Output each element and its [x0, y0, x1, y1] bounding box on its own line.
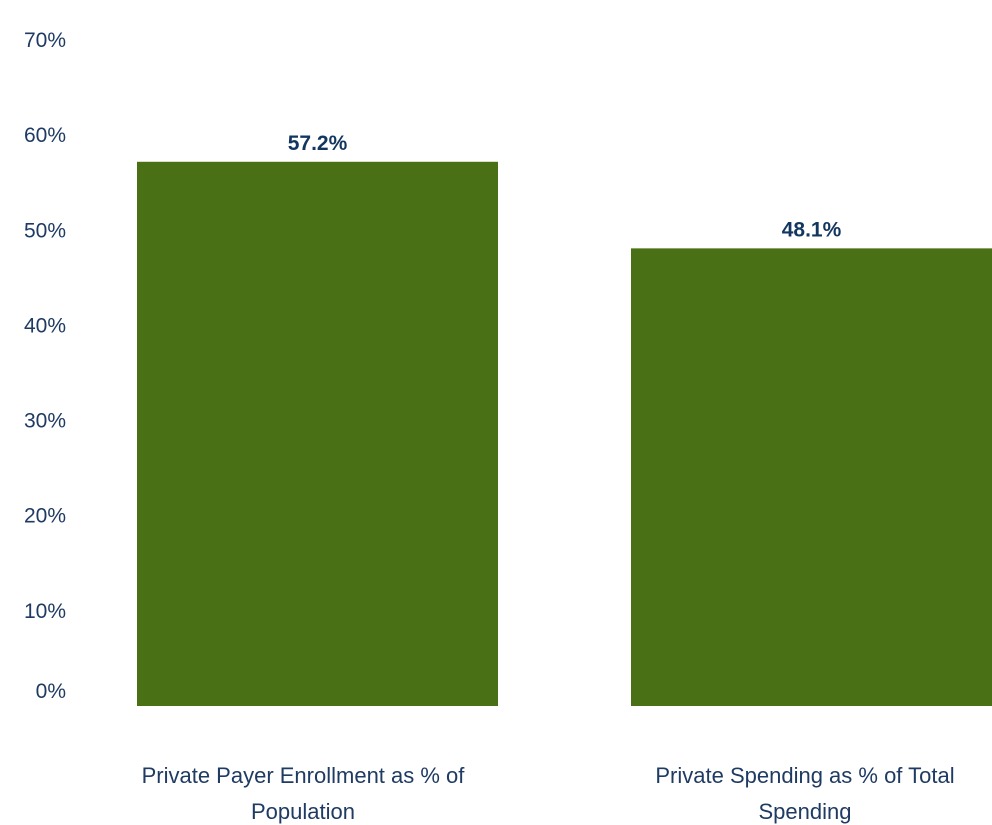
bar-group: [137, 161, 992, 707]
y-tick-label: 50%: [24, 219, 66, 242]
y-tick-label: 70%: [24, 29, 66, 52]
y-tick-label: 60%: [24, 124, 66, 147]
x-category-label: Private Payer Enrollment as % of Populati…: [142, 763, 466, 824]
category-label-group: Private Payer Enrollment as % of Populati…: [142, 763, 955, 824]
y-tick-label: 10%: [24, 600, 66, 623]
bar: [137, 161, 498, 707]
y-tick-label: 30%: [24, 410, 66, 433]
bar-value-label: 57.2%: [288, 132, 348, 155]
bar-value-label: 48.1%: [782, 218, 842, 241]
bar: [631, 248, 992, 706]
data-label-group: 57.2% 48.1%: [288, 132, 842, 242]
x-category-label: Private Spending as % of Total Spending: [655, 763, 954, 824]
y-tick-label: 20%: [24, 505, 66, 528]
y-axis-tick-labels: 0% 10% 20% 30% 40% 50% 60% 70%: [24, 29, 66, 703]
y-tick-label: 40%: [24, 314, 66, 337]
y-tick-label: 0%: [36, 680, 66, 703]
